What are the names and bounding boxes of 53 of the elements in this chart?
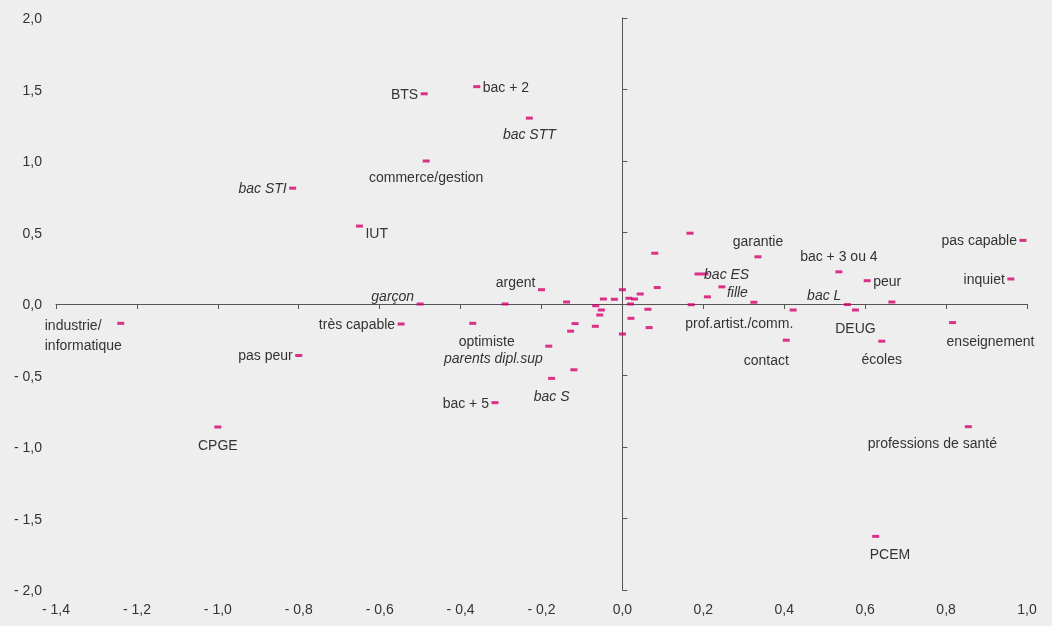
x-tick-label: 1,0 — [1017, 601, 1037, 617]
annotation: très capable — [318, 316, 396, 333]
y-tick-label: - 1,5 — [13, 510, 43, 527]
annotation: bac STI — [238, 180, 287, 197]
annotation: DEUG — [835, 320, 876, 337]
annotation: bac L — [807, 286, 842, 303]
annotation: professions de santé — [867, 434, 998, 451]
annotation: industrie/ informatique — [44, 317, 122, 354]
y-tick-label: - 1,0 — [13, 439, 43, 455]
annotation: bac + 2 — [482, 78, 530, 95]
x-tick-label: 0,2 — [693, 601, 714, 617]
y-tick-label: 0,0 — [22, 296, 43, 312]
annotation: contact — [743, 352, 789, 369]
x-tick-label: - 1,4 — [41, 601, 71, 617]
annotation: bac ES — [704, 265, 750, 282]
annotation: bac S — [533, 388, 571, 405]
annotation: optimiste — [458, 333, 515, 350]
annotation: commerce/gestion — [369, 169, 484, 185]
annotation: peur — [873, 272, 902, 289]
annotation: bac + 5 — [442, 394, 490, 411]
y-tick-label: 0,5 — [22, 224, 43, 241]
annotation: enseignement — [946, 332, 1035, 349]
annotation: parents dipl.sup — [442, 350, 543, 367]
y-tick-label: 2,0 — [22, 10, 43, 26]
x-tick-label: 0,8 — [936, 601, 957, 617]
y-tick-label: - 0,5 — [13, 367, 43, 384]
x-tick-label: - 0,6 — [365, 601, 394, 617]
y-tick-label: - 2,0 — [13, 582, 43, 598]
x-tick-label: - 0,2 — [527, 601, 556, 617]
annotation: argent — [495, 273, 536, 290]
annotation: garçon — [371, 288, 415, 304]
x-tick-label: - 0,8 — [284, 601, 313, 617]
x-tick-label: 0,6 — [855, 601, 876, 617]
x-tick-label: 0,0 — [612, 601, 633, 617]
y-tick-label: 1,0 — [22, 153, 43, 169]
annotation: pas peur — [238, 347, 294, 364]
x-tick-label: - 1,2 — [122, 601, 152, 617]
x-tick-label: - 1,0 — [203, 601, 233, 617]
annotation: CPGE — [197, 436, 238, 453]
annotation: bac STT — [502, 126, 558, 143]
annotation: inquiet — [963, 270, 1005, 287]
annotation: BTS — [390, 85, 419, 102]
annotation: PCEM — [869, 546, 911, 563]
annotation: pas capable — [941, 232, 1018, 249]
annotation: prof.artist./comm. — [685, 314, 794, 331]
annotation: garantie — [732, 232, 784, 249]
x-tick-label: 0,4 — [774, 601, 795, 617]
annotation: écoles — [861, 351, 902, 368]
annotation: IUT — [365, 225, 389, 242]
y-tick-label: 1,5 — [22, 81, 43, 98]
annotation: bac + 3 ou 4 — [800, 247, 878, 264]
annotation: fille — [726, 284, 749, 301]
x-tick-label: - 0,4 — [446, 601, 475, 617]
